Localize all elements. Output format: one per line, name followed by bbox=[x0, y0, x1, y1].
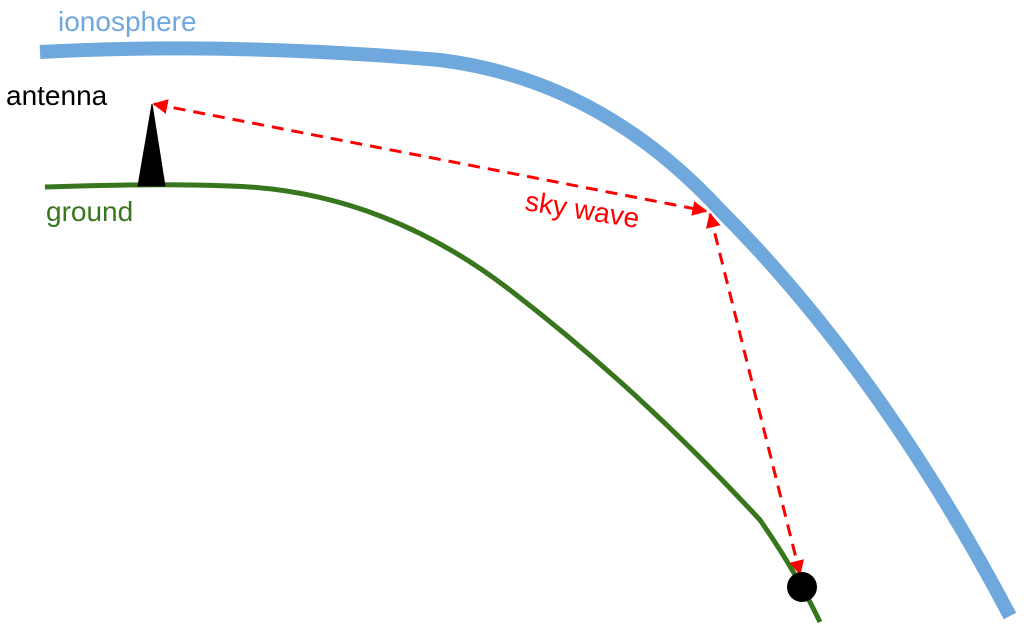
antenna-icon bbox=[137, 103, 166, 187]
sky-wave-arrow-reflected bbox=[705, 212, 805, 576]
receiver-dot bbox=[787, 572, 817, 602]
ground-curve bbox=[44, 182, 823, 624]
sky-wave-label: sky wave bbox=[523, 185, 642, 234]
ionosphere-label: ionosphere bbox=[58, 6, 197, 37]
sky-wave-arrow-incident bbox=[152, 99, 708, 216]
antenna-label: antenna bbox=[6, 80, 108, 111]
ground-label: ground bbox=[46, 196, 133, 227]
ionosphere-curve bbox=[39, 41, 1017, 620]
